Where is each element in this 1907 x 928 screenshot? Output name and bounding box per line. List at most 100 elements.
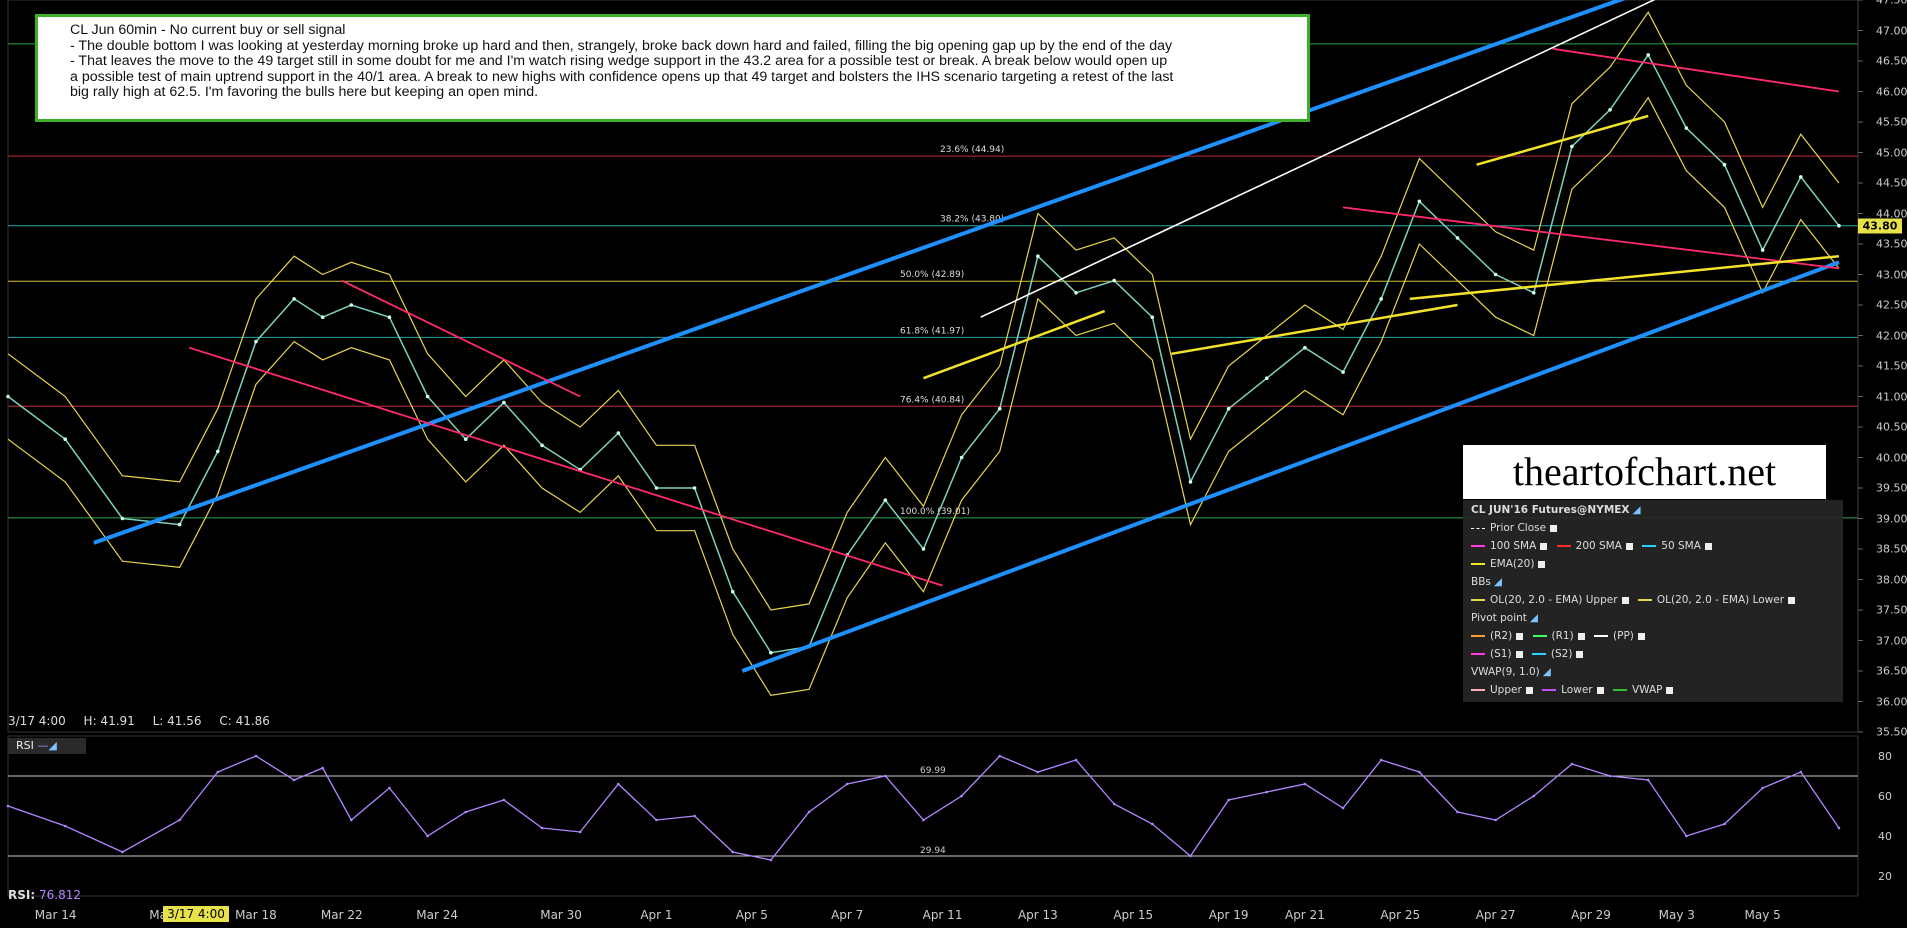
price-point [1264, 376, 1269, 381]
price-point [1684, 126, 1689, 130]
time-tick-label: Apr 25 [1380, 908, 1421, 922]
legend-title[interactable]: CL JUN'16 Futures@NYMEX ◢ [1471, 504, 1641, 516]
price-point [692, 486, 697, 490]
time-tick-label: Apr 5 [735, 908, 768, 922]
time-tick-label: May 3 [1658, 908, 1695, 922]
bollinger-upper [7, 11, 1840, 611]
rsi-point [321, 766, 324, 770]
price-point [1341, 370, 1345, 374]
time-tick-label: May 5 [1744, 908, 1781, 922]
note-line: big rally high at 62.5. I'm favoring the… [70, 84, 539, 101]
checkbox-icon [1666, 686, 1674, 694]
price-point [1760, 248, 1765, 252]
legend-pivot-s[interactable]: (S1) (S2) [1471, 648, 1589, 660]
legend-bb-bands[interactable]: OL(20, 2.0 - EMA) Upper OL(20, 2.0 - EMA… [1471, 594, 1801, 606]
price-point [425, 394, 430, 399]
checkbox-icon [1576, 650, 1584, 658]
time-tick-label: Apr 15 [1113, 908, 1154, 922]
trendline [1409, 254, 1840, 301]
rsi-point [693, 814, 696, 818]
last-price-badge: 43.80 [1858, 218, 1902, 234]
rsi-point [1456, 810, 1459, 814]
price-tick-label: 38.00 [1876, 573, 1907, 586]
rsi-point [254, 754, 258, 758]
rsi-point [960, 794, 963, 798]
rsi-point [121, 850, 124, 854]
rsi-point [998, 754, 1002, 758]
price-tick-label: 40.00 [1876, 451, 1907, 464]
legend-vwap[interactable]: VWAP(9, 1.0) ◢ [1471, 666, 1551, 678]
price-point [1798, 175, 1803, 179]
time-tick-label: Mar 30 [540, 908, 582, 922]
time-tick-label: Apr 21 [1284, 908, 1325, 922]
price-tick-label: 42.00 [1876, 329, 1907, 342]
checkbox-icon [1621, 596, 1629, 604]
trendline [93, 0, 1626, 545]
legend-ema[interactable]: EMA(20) [1471, 558, 1551, 570]
time-tick-label: Apr 27 [1475, 908, 1516, 922]
legend-pivot[interactable]: Pivot point ◢ [1471, 612, 1538, 624]
legend-pivot-r[interactable]: (R2) (R1) (PP) [1471, 630, 1651, 642]
rsi-point [1761, 786, 1764, 790]
price-tick-label: 36.50 [1876, 664, 1907, 678]
fib-label: 76.4% (40.84) [900, 395, 964, 405]
trendline [188, 346, 943, 587]
legend-bbs[interactable]: BBs ◢ [1471, 576, 1502, 588]
expand-icon: ◢ [1542, 666, 1551, 678]
price-point [730, 589, 735, 594]
checkbox-icon [1540, 542, 1548, 550]
price-point [502, 400, 506, 405]
rsi-readout: RSI: 76.812 [8, 888, 81, 902]
note-line: - The double bottom I was looking at yes… [70, 37, 1173, 54]
rsi-point [807, 810, 811, 814]
rsi-point [1646, 778, 1650, 782]
crosshair-date: 3/17 4:00 [163, 906, 229, 922]
expand-icon: ◢ [1632, 504, 1641, 516]
rsi-point [292, 778, 296, 782]
checkbox-icon [1637, 632, 1645, 640]
indicator-legend: CL JUN'16 Futures@NYMEX ◢ Prior Close 100… [1463, 500, 1843, 702]
rsi-point [63, 824, 67, 828]
rsi-point [1189, 854, 1192, 858]
fib-label: 23.6% (44.94) [940, 145, 1004, 155]
price-line [7, 53, 1840, 654]
price-tick-label: 38.50 [1876, 542, 1907, 556]
rsi-point [1112, 802, 1116, 806]
rsi-point [502, 798, 506, 802]
rsi-title[interactable]: RSI —◢ [8, 738, 86, 754]
price-point [1303, 345, 1307, 350]
note-line: a possible test of main uptrend support … [70, 68, 1174, 85]
analysis-note: CL Jun 60min - No current buy or sell si… [35, 14, 1310, 122]
legend-vwap-bands[interactable]: Upper Lower VWAP [1471, 684, 1679, 696]
rsi-panel-frame [7, 735, 1859, 897]
rsi-level-label: 69.99 [920, 766, 946, 776]
fib-label: 50.0% (42.89) [900, 270, 964, 280]
price-tick-label: 42.50 [1876, 298, 1907, 312]
rsi-point [1303, 782, 1307, 786]
price-point [1074, 291, 1078, 295]
bollinger-lower [7, 96, 1840, 697]
trendline [341, 279, 581, 398]
ohlc-close: C: 41.86 [219, 714, 270, 728]
price-point [883, 498, 888, 503]
price-point [177, 522, 182, 527]
rsi-point [1379, 758, 1383, 762]
rsi-point [1685, 834, 1688, 838]
price-point [6, 394, 10, 399]
rsi-point [1265, 790, 1269, 794]
ohlc-date: 3/17 4:00 [8, 714, 66, 728]
rsi-point [1036, 770, 1040, 774]
rsi-point [884, 774, 887, 778]
legend-sma-row[interactable]: 100 SMA 200 SMA 50 SMA [1471, 540, 1718, 552]
time-tick-label: Apr 7 [831, 908, 864, 922]
trendlines [93, 0, 1840, 673]
trendline [1476, 114, 1649, 166]
checkbox-icon [1625, 542, 1633, 550]
bollinger-bands [7, 11, 1840, 697]
price-tick-label: 36.00 [1876, 695, 1907, 708]
price-point [1608, 108, 1612, 112]
price-point [959, 455, 964, 460]
rsi-point [1570, 762, 1574, 766]
legend-prior-close[interactable]: Prior Close [1471, 522, 1563, 534]
checkbox-icon [1596, 686, 1604, 694]
